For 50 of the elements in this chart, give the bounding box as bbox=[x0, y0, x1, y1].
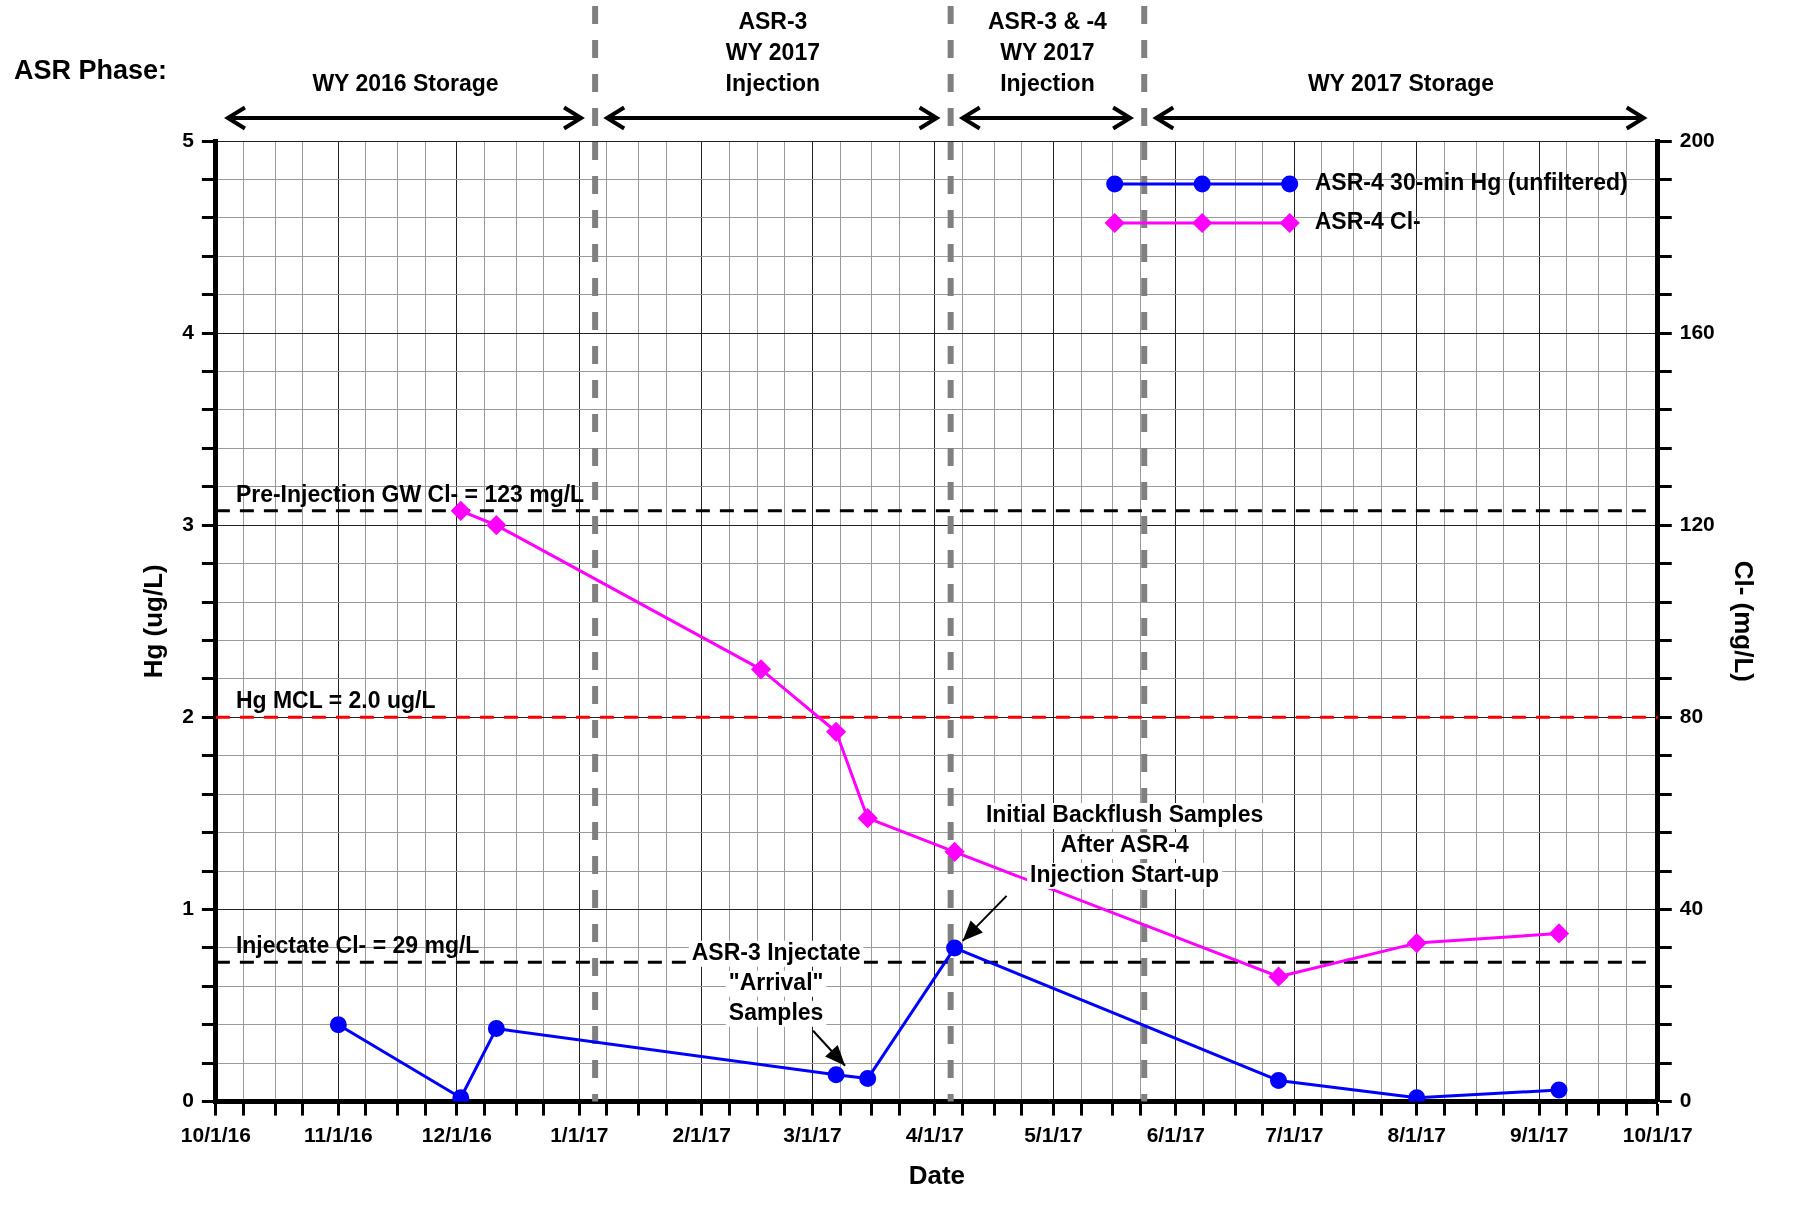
y-tick-label: 0 bbox=[182, 1088, 194, 1112]
x-tick-label: 4/1/17 bbox=[905, 1123, 965, 1146]
text: WY 2016 Storage bbox=[312, 70, 499, 97]
point bbox=[827, 1066, 845, 1084]
point bbox=[859, 1070, 877, 1088]
point bbox=[1407, 933, 1427, 953]
x-tick-label: 7/1/17 bbox=[1265, 1123, 1324, 1146]
point bbox=[1549, 924, 1569, 943]
text: ASR Phase: bbox=[14, 55, 168, 86]
x-tick-label: 1/1/17 bbox=[550, 1123, 609, 1146]
y-tick-label: 5 bbox=[182, 127, 195, 151]
x-tick-label: 3/1/17 bbox=[783, 1123, 842, 1146]
text: WY 2017 Storage bbox=[1307, 70, 1495, 97]
y2-axis-title: Cl- (mg/L) bbox=[1729, 560, 1760, 682]
x-axis-title: Date bbox=[908, 1159, 965, 1190]
point bbox=[751, 659, 771, 679]
annotation: ASR-3 Injectate "Arrival" Samples bbox=[691, 939, 861, 1026]
y-tick-label: 1 bbox=[182, 896, 195, 920]
y2-tick-label: 200 bbox=[1679, 127, 1715, 151]
x-tick-label: 10/1/16 bbox=[180, 1123, 251, 1146]
point bbox=[487, 1020, 505, 1038]
point bbox=[1269, 967, 1289, 987]
x-tick-label: 12/1/16 bbox=[421, 1123, 492, 1146]
x-tick-label: 2/1/17 bbox=[672, 1123, 731, 1146]
y2-tick-label: 120 bbox=[1679, 512, 1715, 536]
y-axis-title: Hg (ug/L) bbox=[137, 564, 168, 679]
point bbox=[1270, 1071, 1288, 1089]
point bbox=[1550, 1081, 1568, 1099]
point bbox=[826, 722, 846, 742]
x-tick-label: 11/1/16 bbox=[303, 1123, 373, 1146]
annotation: Initial Backflush Samples After ASR-4 Injection Start-up bbox=[985, 801, 1264, 888]
point bbox=[486, 515, 506, 535]
point bbox=[329, 1016, 347, 1034]
point bbox=[946, 939, 964, 957]
y2-tick-label: 40 bbox=[1679, 896, 1704, 920]
y-tick-label: 3 bbox=[182, 512, 194, 536]
y-tick-label: 2 bbox=[182, 704, 194, 728]
point bbox=[858, 808, 878, 828]
x-tick-label: 10/1/17 bbox=[1622, 1123, 1693, 1146]
text: ASR-3 & -4 WY 2017 Injection bbox=[988, 8, 1108, 97]
y2-tick-label: 80 bbox=[1679, 704, 1704, 728]
x-tick-label: 6/1/17 bbox=[1146, 1123, 1206, 1146]
point bbox=[945, 842, 965, 862]
x-tick-label: 8/1/17 bbox=[1387, 1123, 1446, 1146]
x-tick-label: 5/1/17 bbox=[1024, 1123, 1083, 1146]
y2-tick-label: 0 bbox=[1679, 1088, 1692, 1112]
text: ASR-3 WY 2017 Injection bbox=[725, 8, 821, 97]
x-tick-label: 9/1/17 bbox=[1510, 1123, 1569, 1146]
y-tick-label: 4 bbox=[182, 319, 195, 343]
y2-tick-label: 160 bbox=[1679, 319, 1715, 343]
